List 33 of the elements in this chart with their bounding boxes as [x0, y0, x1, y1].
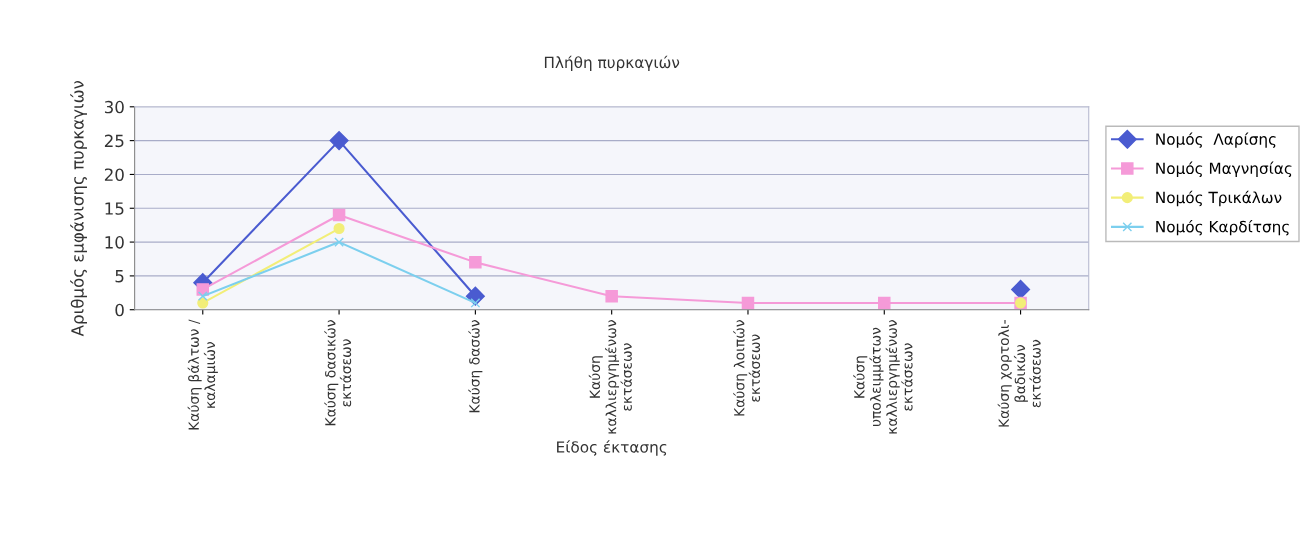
y-tick-label: 10 [105, 236, 124, 249]
x-tick-label: Καύση βάλτων / καλαμιών [187, 319, 218, 430]
legend-label: Νομός Τρικάλων [1156, 190, 1282, 207]
point [197, 291, 208, 302]
legend-label: Νομός Λαρίσης [1156, 132, 1276, 148]
x-tick-label: Καύση δασικών εκτάσεων [324, 320, 352, 426]
x-tick-label: Καύση χορτολι- βαδικών εκτάσεων [997, 320, 1041, 427]
x-tick-label: Καύση δασών [468, 320, 483, 413]
legend-label: Νομός Καρδίτσης [1156, 219, 1289, 236]
x-axis-title: Είδος έκτασης [557, 440, 667, 456]
x-tick-label: Καύση λοιπών εκτάσεων [733, 320, 761, 416]
y-tick-label: 15 [105, 202, 124, 215]
x-tick-label: Καύση υπολειμμάτων καλλιεργημένων εκτάσεων [853, 320, 913, 434]
y-tick-label: 25 [104, 134, 124, 148]
point [334, 237, 344, 247]
y-tick-label: 30 [104, 100, 124, 114]
y-tick-label: 20 [104, 168, 124, 182]
point [605, 289, 618, 303]
point [332, 208, 346, 222]
x-tick-label: Καύση καλλιεργημένων εκτάσεων [588, 320, 632, 434]
point [1011, 279, 1031, 299]
point [741, 296, 755, 310]
point [469, 256, 482, 269]
point [197, 297, 209, 309]
point [329, 131, 349, 151]
legend-label: Νομός Μαγνησίας [1156, 161, 1292, 178]
y-tick-label: 0 [115, 303, 124, 317]
y-tick-label: 5 [115, 270, 124, 283]
point [470, 298, 481, 308]
point [878, 296, 891, 310]
y-axis-title: Αριθμός εμφάνισης πυρκαγιών [70, 80, 88, 337]
chart-title: Πλήθη πυρκαγιών [544, 55, 680, 72]
point [333, 222, 345, 235]
